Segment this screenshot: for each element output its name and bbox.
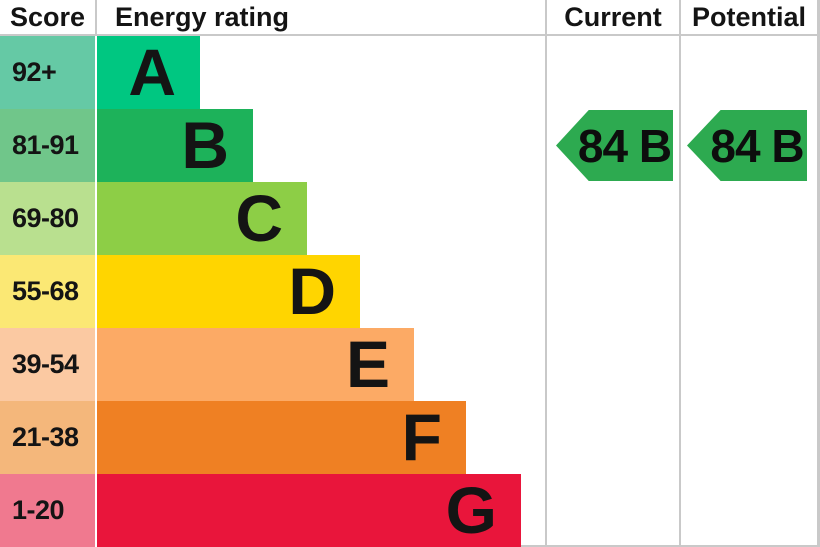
band-bar-e: E	[97, 328, 414, 401]
current-column-divider	[545, 0, 547, 547]
band-bar-d: D	[97, 255, 360, 328]
band-letter-a: A	[128, 35, 176, 109]
band-row-f: 21-38 F	[0, 401, 521, 474]
potential-rating-label: 84 B	[710, 119, 804, 172]
header-score: Score	[9, 1, 86, 32]
band-score-f: 21-38	[0, 401, 95, 474]
band-score-a: 92+	[0, 36, 95, 109]
score-column-divider	[95, 0, 97, 34]
band-bar-c: C	[97, 182, 307, 255]
header-current: Current	[564, 1, 662, 32]
band-bar-a: A	[97, 36, 200, 109]
header-energy-rating: Energy rating	[115, 1, 290, 32]
band-bar-g: G	[97, 474, 521, 547]
band-score-e: 39-54	[0, 328, 95, 401]
column-gap	[95, 401, 97, 474]
header-underline	[0, 34, 820, 36]
band-letter-b: B	[181, 108, 229, 182]
band-bar-b: B	[97, 109, 253, 182]
band-row-b: 81-91 B	[0, 109, 521, 182]
band-row-e: 39-54 E	[0, 328, 521, 401]
current-rating-label: 84 B	[577, 119, 672, 172]
band-rows: 92+ A 81-91 B 69-80 C 55-68 D	[0, 36, 521, 547]
column-gap	[95, 182, 97, 255]
header-potential: Potential	[691, 1, 806, 32]
column-gap	[95, 36, 97, 109]
band-score-c: 69-80	[0, 182, 95, 255]
potential-column-divider	[679, 0, 681, 547]
band-letter-d: D	[288, 254, 336, 328]
potential-rating-arrow: 84 B	[687, 110, 807, 181]
band-score-d: 55-68	[0, 255, 95, 328]
band-letter-c: C	[235, 181, 283, 255]
band-letter-e: E	[345, 327, 390, 401]
band-row-c: 69-80 C	[0, 182, 521, 255]
band-letter-f: F	[401, 400, 442, 474]
band-bar-f: F	[97, 401, 466, 474]
band-score-g: 1-20	[0, 474, 95, 547]
column-gap	[95, 328, 97, 401]
band-row-g: 1-20 G	[0, 474, 521, 547]
column-gap	[95, 109, 97, 182]
column-gap	[95, 474, 97, 547]
band-letter-g: G	[445, 473, 497, 547]
band-score-b: 81-91	[0, 109, 95, 182]
band-row-d: 55-68 D	[0, 255, 521, 328]
band-row-a: 92+ A	[0, 36, 521, 109]
current-rating-arrow: 84 B	[556, 110, 673, 181]
column-gap	[95, 255, 97, 328]
right-border	[817, 0, 820, 547]
